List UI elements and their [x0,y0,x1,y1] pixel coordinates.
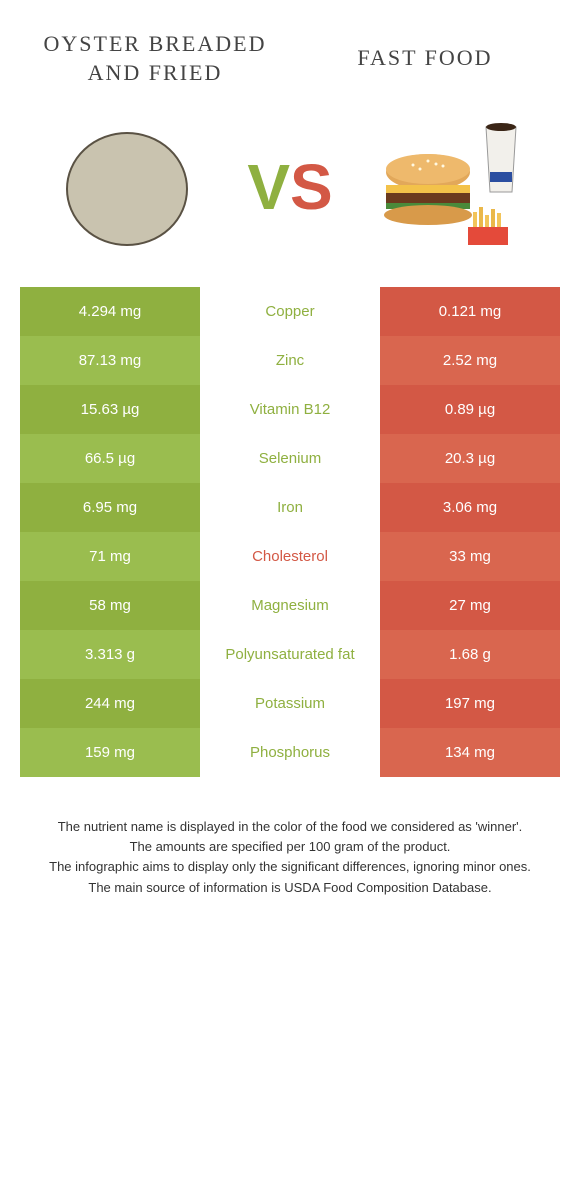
right-value: 3.06 mg [380,483,560,532]
vs-label: VS [247,150,332,224]
right-food-image [378,112,528,262]
nutrient-name: Iron [200,483,380,532]
table-row: 58 mgMagnesium27 mg [20,581,560,630]
table-row: 159 mgPhosphorus134 mg [20,728,560,777]
left-value: 71 mg [20,532,200,581]
table-row: 71 mgCholesterol33 mg [20,532,560,581]
nutrient-name: Vitamin B12 [200,385,380,434]
table-row: 3.313 gPolyunsaturated fat1.68 g [20,630,560,679]
footer-notes: The nutrient name is displayed in the co… [0,777,580,918]
table-row: 244 mgPotassium197 mg [20,679,560,728]
left-value: 6.95 mg [20,483,200,532]
right-value: 20.3 µg [380,434,560,483]
right-value: 1.68 g [380,630,560,679]
nutrient-name: Magnesium [200,581,380,630]
nutrient-name: Cholesterol [200,532,380,581]
left-value: 244 mg [20,679,200,728]
left-value: 15.63 µg [20,385,200,434]
nutrient-table: 4.294 mgCopper0.121 mg87.13 mgZinc2.52 m… [20,287,560,777]
table-row: 66.5 µgSelenium20.3 µg [20,434,560,483]
left-value: 3.313 g [20,630,200,679]
right-value: 2.52 mg [380,336,560,385]
left-value: 58 mg [20,581,200,630]
nutrient-name: Polyunsaturated fat [200,630,380,679]
table-row: 6.95 mgIron3.06 mg [20,483,560,532]
left-food-image [52,112,202,262]
nutrient-name: Copper [200,287,380,336]
nutrient-name: Zinc [200,336,380,385]
left-value: 87.13 mg [20,336,200,385]
left-food-title: Oyster breaded and fried [34,30,277,87]
footer-line: The infographic aims to display only the… [30,857,550,877]
nutrient-name: Selenium [200,434,380,483]
left-value: 4.294 mg [20,287,200,336]
right-value: 27 mg [380,581,560,630]
right-value: 0.89 µg [380,385,560,434]
left-value: 66.5 µg [20,434,200,483]
footer-line: The main source of information is USDA F… [30,878,550,898]
table-row: 15.63 µgVitamin B120.89 µg [20,385,560,434]
nutrient-name: Phosphorus [200,728,380,777]
right-value: 197 mg [380,679,560,728]
table-row: 87.13 mgZinc2.52 mg [20,336,560,385]
right-value: 0.121 mg [380,287,560,336]
vs-v-letter: V [247,151,290,223]
left-value: 159 mg [20,728,200,777]
vs-s-letter: S [290,151,333,223]
right-value: 134 mg [380,728,560,777]
nutrient-name: Potassium [200,679,380,728]
right-food-title: Fast food [304,44,547,73]
right-value: 33 mg [380,532,560,581]
footer-line: The nutrient name is displayed in the co… [30,817,550,837]
table-row: 4.294 mgCopper0.121 mg [20,287,560,336]
footer-line: The amounts are specified per 100 gram o… [30,837,550,857]
